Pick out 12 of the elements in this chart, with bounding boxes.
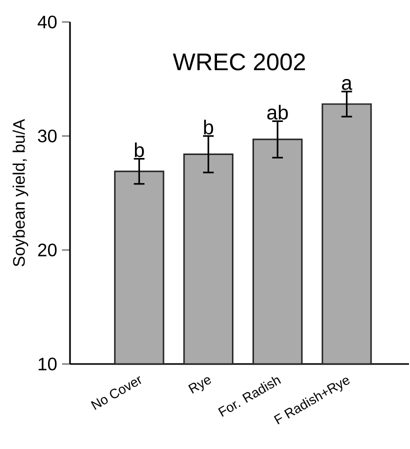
annotation: b xyxy=(135,142,144,158)
y-axis-title: Soybean yield, bu/A xyxy=(12,118,28,266)
y-tick-label: 40 xyxy=(38,16,57,28)
y-tick-label: 20 xyxy=(38,244,57,256)
annotation: b xyxy=(204,120,214,134)
x-tick-label: Rye xyxy=(188,377,212,394)
annotation: ab xyxy=(267,104,288,120)
y-tick-label: 10 xyxy=(38,358,57,370)
text: WREC 2002 xyxy=(173,53,306,70)
y-tick-label: 30 xyxy=(38,130,57,142)
x-tick-label: No Cover xyxy=(90,376,142,410)
annotation: a xyxy=(342,78,352,90)
